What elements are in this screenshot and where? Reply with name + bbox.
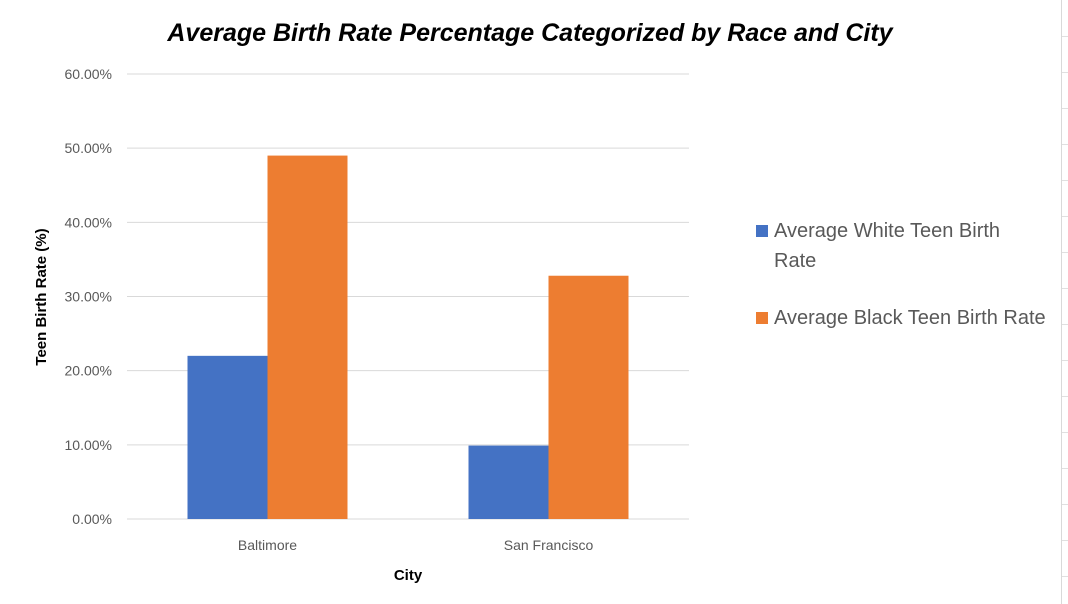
y-tick-label: 50.00% [65, 140, 112, 156]
bar-san-francisco-series-0[interactable] [468, 445, 549, 519]
bar-baltimore-series-1[interactable] [267, 155, 348, 520]
legend-swatch-black [756, 312, 768, 324]
legend-item-black: Average Black Teen Birth Rate [756, 303, 1046, 333]
chart-title: Average Birth Rate Percentage Categorize… [166, 19, 893, 47]
legend-swatch-white [756, 225, 768, 237]
spreadsheet-row-edge [1062, 0, 1068, 604]
y-axis-title: Teen Birth Rate (%) [33, 228, 50, 365]
chart-legend: Average White Teen Birth Rate Average Bl… [756, 216, 1046, 360]
bars [187, 155, 629, 520]
bar-san-francisco-series-1[interactable] [548, 275, 629, 519]
legend-item-white: Average White Teen Birth Rate [756, 216, 1046, 276]
legend-label-black: Average Black Teen Birth Rate [774, 307, 1046, 329]
y-tick-label: 0.00% [72, 511, 112, 527]
x-category-label: San Francisco [504, 537, 594, 553]
legend-label-white: Average White Teen Birth Rate [774, 220, 1001, 272]
y-tick-label: 20.00% [65, 363, 112, 379]
x-category-label: Baltimore [238, 537, 297, 553]
y-tick-label: 60.00% [65, 66, 112, 82]
y-tick-label: 40.00% [65, 214, 112, 230]
y-axis-tick-labels: 0.00% 10.00% 20.00% 30.00% 40.00% 50.00% 60.00… [65, 66, 112, 527]
y-tick-label: 10.00% [65, 437, 112, 453]
x-axis-title: City [394, 567, 423, 584]
bar-baltimore-series-0[interactable] [187, 355, 268, 519]
x-axis-category-labels: Baltimore San Francisco [238, 537, 594, 553]
y-tick-label: 30.00% [65, 289, 112, 305]
